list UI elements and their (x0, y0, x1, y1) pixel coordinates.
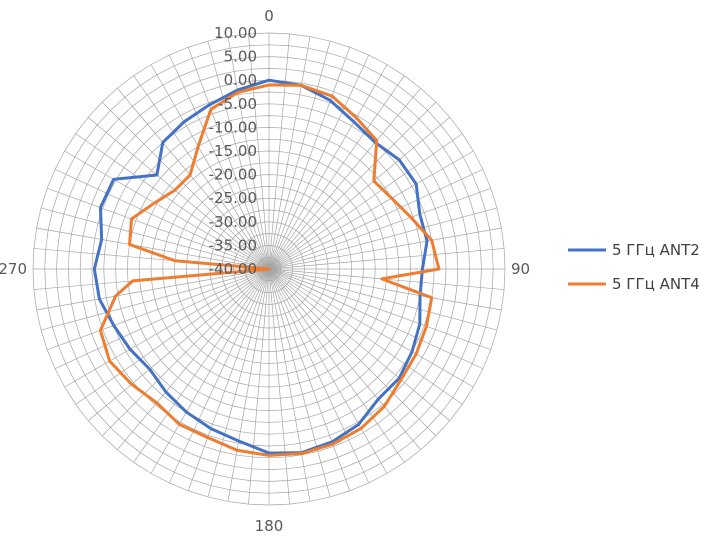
series-line-2 (98, 83, 441, 457)
grid-spoke (75, 268, 270, 405)
grid-spoke (268, 268, 421, 451)
grid-spoke (268, 150, 474, 270)
tick-label: -15.00 (209, 142, 257, 160)
series-line-1 (92, 78, 429, 455)
grid-spoke (47, 187, 270, 270)
grid-spoke (47, 268, 270, 351)
grid-spoke (268, 207, 498, 270)
grid-spoke (268, 268, 502, 311)
grid-spoke (75, 133, 270, 270)
angle-labels: 0 90 180 270 (0, 7, 530, 535)
angle-label-270: 270 (0, 260, 27, 278)
tick-label: -5.00 (218, 95, 257, 113)
grid-spoke (133, 75, 270, 270)
tick-label: -20.00 (209, 166, 257, 184)
grid-spoke (268, 268, 437, 437)
grid-spoke (268, 248, 505, 270)
tick-label: 0.00 (224, 71, 257, 89)
grid-spoke (64, 268, 270, 388)
grid-spoke (227, 268, 270, 502)
tick-label: 5.00 (224, 48, 257, 66)
grid-spoke (268, 268, 498, 331)
grid-spoke (268, 268, 451, 421)
grid-spoke (87, 268, 270, 421)
grid-spoke (268, 101, 437, 270)
grid-spoke (248, 268, 270, 505)
grid-spoke (268, 33, 290, 270)
grid-spoke (268, 268, 370, 484)
grid-spoke (268, 75, 405, 270)
tick-label: -30.00 (209, 213, 257, 231)
grid-spoke (227, 36, 270, 270)
grid-spoke (268, 87, 421, 270)
grid-spoke (168, 54, 270, 270)
grid-spoke (268, 187, 491, 270)
legend: 5 ГГц ANT2 5 ГГц ANT4 (568, 241, 700, 293)
grid-spoke (268, 117, 451, 270)
grid-spoke (133, 268, 270, 463)
angle-label-180: 180 (255, 517, 284, 535)
grid-spoke (268, 268, 491, 351)
grid-spoke (268, 268, 474, 388)
grid-spoke (268, 268, 388, 474)
grid-spoke (248, 33, 270, 270)
grid-spoke (268, 268, 290, 505)
grid-spoke (87, 117, 270, 270)
tick-label: -40.00 (209, 260, 257, 278)
tick-label: 10.00 (214, 24, 257, 42)
grid-spoke (36, 227, 270, 270)
grid-spoke (268, 268, 484, 370)
grid-spoke (268, 40, 331, 270)
angle-label-90: 90 (511, 260, 530, 278)
legend-label-2: 5 ГГц ANT4 (612, 275, 700, 293)
grid-spoke (268, 36, 311, 270)
grid-spoke (40, 268, 270, 331)
tick-labels: 10.00 5.00 0.00 -5.00 -10.00 -15.00 -20.00 -25.… (209, 24, 257, 278)
grid-spoke (187, 47, 270, 270)
grid-spoke (207, 268, 270, 498)
grid-spoke (268, 54, 370, 270)
grid-spoke (117, 268, 270, 451)
grid-spoke (150, 268, 270, 474)
grid-spoke (187, 268, 270, 491)
tick-label: -10.00 (209, 118, 257, 136)
grid-spoke (268, 227, 502, 270)
grid-spoke (101, 268, 270, 437)
legend-label-1: 5 ГГц ANT2 (612, 241, 700, 259)
grid-spoke (268, 64, 388, 270)
grid-spoke (168, 268, 270, 484)
grid-spoke (117, 87, 270, 270)
grid-spoke (54, 268, 270, 370)
grid-spoke (268, 133, 463, 270)
grid-spoke (268, 47, 351, 270)
angle-label-0: 0 (264, 7, 274, 25)
tick-label: -25.00 (209, 189, 257, 207)
grid-spoke (268, 268, 463, 405)
grid-spoke (268, 268, 351, 491)
grid-spoke (101, 101, 270, 270)
grid-spoke (54, 168, 270, 270)
grid-spoke (36, 268, 270, 311)
grid-spoke (268, 268, 405, 463)
series-layer (92, 78, 441, 457)
grid-spoke (207, 40, 270, 270)
grid-spoke (150, 64, 270, 270)
tick-label: -35.00 (209, 236, 257, 254)
grid-spoke (40, 207, 270, 270)
grid-spoke (268, 168, 484, 270)
grid-spoke (268, 268, 331, 498)
grid-spoke (64, 150, 270, 270)
grid-spoke (268, 268, 311, 502)
